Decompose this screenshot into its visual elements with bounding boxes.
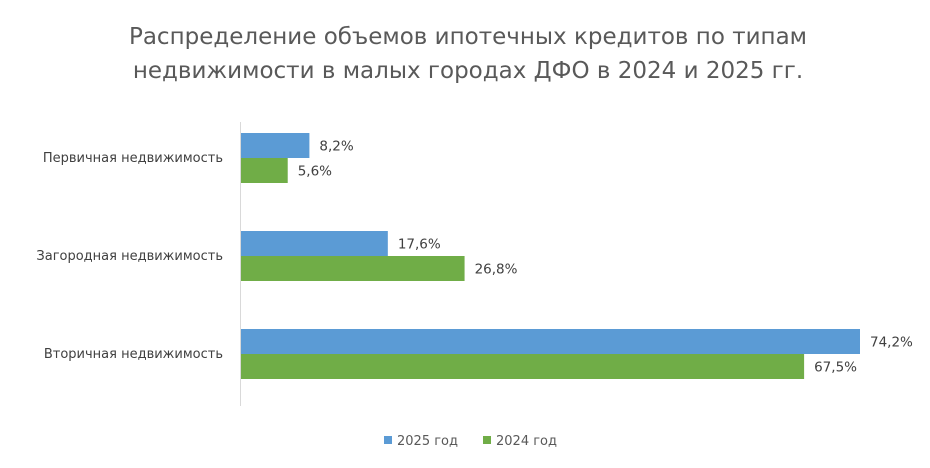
- bar: [241, 256, 465, 281]
- data-label: 67,5%: [814, 360, 857, 376]
- data-label: 74,2%: [870, 335, 913, 351]
- bar: [241, 133, 310, 158]
- bar: [241, 158, 288, 183]
- chart-title-line-1: Распределение объемов ипотечных кредитов…: [129, 24, 807, 50]
- legend-swatch: [483, 436, 491, 444]
- legend-label: 2025 год: [397, 434, 458, 449]
- legend: 2025 год 2024 год: [384, 434, 557, 449]
- bar: [241, 329, 860, 354]
- category-label: Загородная недвижимость: [36, 249, 223, 264]
- bars-layer: Первичная недвижимость 8,2% 5,6% Загородная…: [36, 133, 913, 379]
- data-label: 8,2%: [319, 139, 353, 155]
- chart-title-line-2: недвижимости в малых городах ДФО в 2024 …: [133, 58, 803, 84]
- legend-swatch: [384, 436, 392, 444]
- category-label: Первичная недвижимость: [43, 151, 223, 166]
- data-label: 17,6%: [398, 237, 441, 253]
- bar: [241, 354, 805, 379]
- category-label: Вторичная недвижимость: [44, 347, 223, 362]
- bar: [241, 231, 388, 256]
- legend-label: 2024 год: [496, 434, 557, 449]
- data-label: 26,8%: [475, 262, 518, 278]
- data-label: 5,6%: [298, 164, 332, 180]
